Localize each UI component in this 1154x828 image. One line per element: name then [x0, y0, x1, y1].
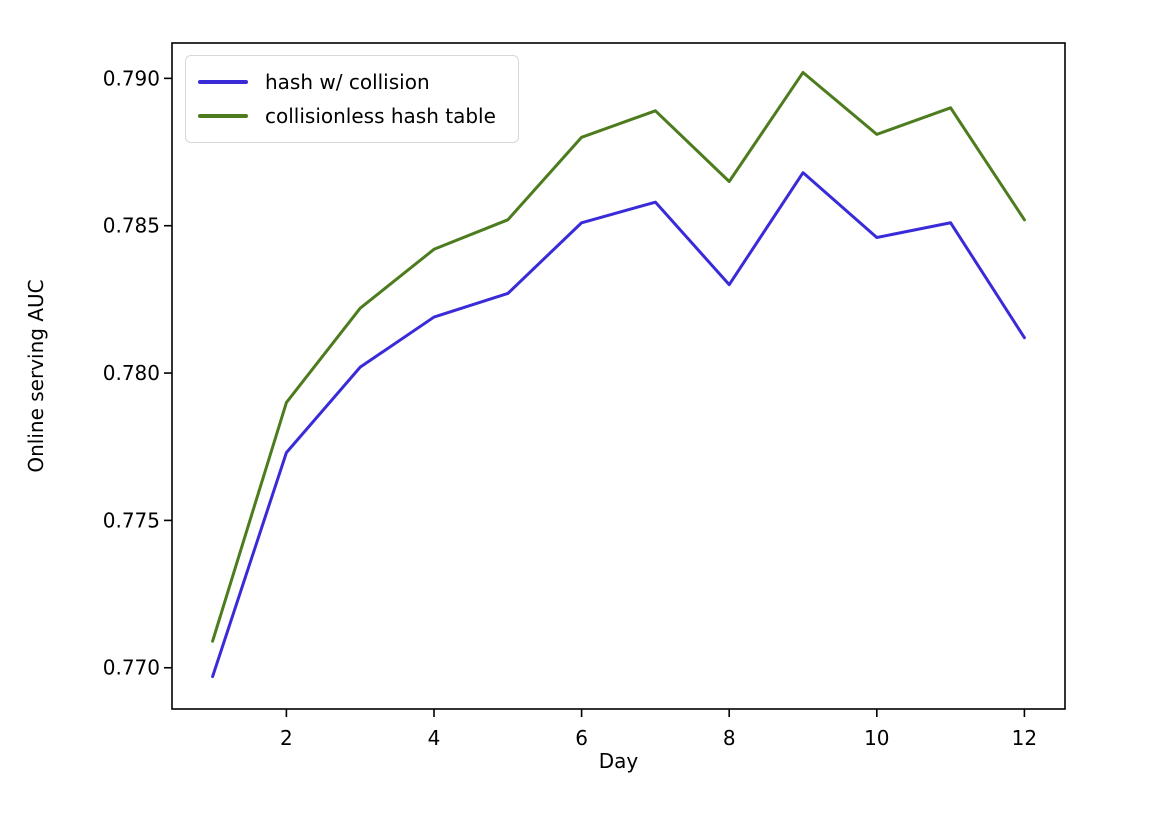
legend-line-swatch: [198, 80, 248, 84]
legend: hash w/ collision collisionless hash tabl…: [185, 55, 519, 143]
x-tick-label: 10: [864, 726, 889, 750]
x-tick-label: 6: [575, 726, 588, 750]
legend-label: hash w/ collision: [265, 70, 430, 94]
x-tick-label: 4: [428, 726, 441, 750]
plot-border: [171, 42, 1066, 710]
legend-entry: collisionless hash table: [198, 99, 496, 133]
x-tick-label: 8: [723, 726, 736, 750]
series-line-hash-w-collision: [211, 171, 1026, 679]
y-tick-label: 0.770: [103, 656, 160, 680]
y-axis-label: Online serving AUC: [24, 279, 48, 473]
y-tick-label: 0.775: [103, 508, 160, 532]
y-tick-label: 0.785: [103, 214, 160, 238]
x-axis-label: Day: [598, 749, 639, 773]
y-tick-label: 0.780: [103, 361, 160, 385]
series-line-collisionless-hash-table: [211, 70, 1026, 643]
y-tick-label: 0.790: [103, 66, 160, 90]
legend-entry: hash w/ collision: [198, 65, 496, 99]
x-tick-label: 12: [1012, 726, 1037, 750]
legend-label: collisionless hash table: [265, 104, 496, 128]
x-tick-label: 2: [280, 726, 293, 750]
legend-line-swatch: [198, 114, 248, 118]
